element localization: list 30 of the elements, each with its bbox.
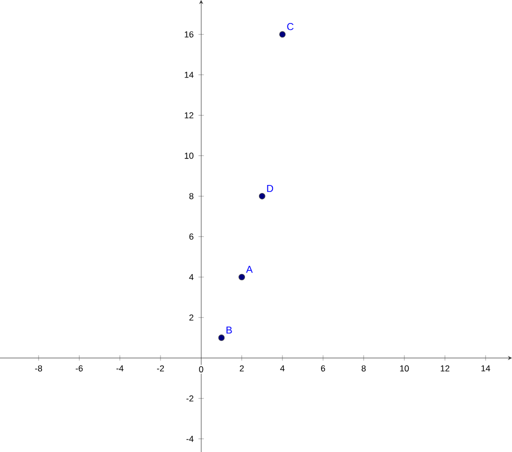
x-tick-label: 4 (280, 365, 285, 372)
point (279, 31, 286, 38)
y-tick-label: 2 (189, 314, 194, 321)
x-tick-label: -2 (157, 365, 164, 372)
x-tick-label: -6 (76, 365, 83, 372)
annotation: C (287, 23, 294, 30)
y-tick-label: 8 (189, 193, 194, 200)
x-tick-label: 14 (481, 365, 490, 372)
x-tick-label: 8 (362, 365, 366, 372)
y-tick-label: 10 (184, 152, 194, 159)
annotation: A (246, 266, 253, 273)
x-tick-label: 2 (240, 365, 244, 372)
y-tick-label: 16 (184, 31, 194, 38)
y-tick-label: 4 (189, 274, 194, 280)
annotation: B (226, 326, 232, 334)
y-tick-label: -2 (186, 395, 194, 402)
point (218, 334, 225, 341)
y-tick-label: 12 (184, 112, 194, 118)
x-tick-label: 6 (321, 365, 326, 372)
x-tick-label: 10 (400, 365, 409, 372)
point (238, 274, 245, 280)
y-tick-label: 6 (189, 234, 194, 240)
x-tick-label: -8 (35, 365, 42, 372)
y-tick-label: 14 (184, 72, 194, 78)
annotation: D (267, 185, 274, 192)
y-tick-label: -4 (186, 436, 194, 442)
x-tick-label: 0 (199, 366, 204, 372)
point (258, 192, 266, 200)
x-tick-label: 12 (440, 365, 450, 372)
x-tick-label: -4 (116, 365, 124, 372)
